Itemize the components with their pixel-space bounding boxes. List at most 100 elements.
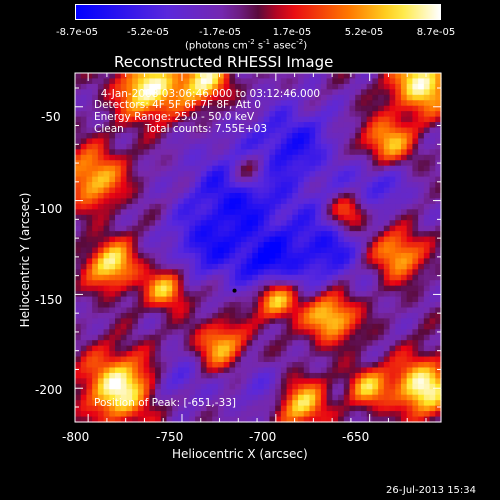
- heatmap-cell: [172, 252, 179, 259]
- heatmap-cell: [229, 345, 236, 352]
- heatmap-cell: [92, 132, 99, 140]
- heatmap-cell: [263, 231, 271, 238]
- heatmap-cell: [223, 351, 231, 358]
- heatmap-cell: [298, 116, 305, 123]
- heatmap-cell: [137, 192, 145, 200]
- heatmap-cell: [217, 160, 225, 167]
- heatmap-cell: [217, 149, 225, 156]
- heatmap-cell: [280, 296, 288, 303]
- heatmap-cell: [269, 345, 276, 352]
- heatmap-cell: [166, 116, 173, 123]
- heatmap-cell: [246, 138, 253, 145]
- heatmap-cell: [143, 247, 150, 254]
- heatmap-cell: [252, 247, 259, 254]
- heatmap-cell: [212, 383, 219, 390]
- heatmap-cell: [149, 345, 156, 352]
- heatmap-cell: [189, 73, 196, 80]
- heatmap-cell: [109, 83, 116, 90]
- heatmap-cell: [206, 138, 213, 145]
- heatmap-cell: [412, 154, 419, 161]
- heatmap-cell: [177, 405, 185, 412]
- heatmap-cell: [326, 111, 333, 118]
- heatmap-cell: [235, 83, 242, 90]
- heatmap-cell: [189, 329, 196, 336]
- heatmap-cell: [298, 247, 305, 254]
- heatmap-cell: [326, 94, 333, 101]
- heatmap-cell: [275, 400, 282, 407]
- heatmap-cell: [309, 383, 316, 390]
- heatmap-cell: [246, 220, 253, 227]
- heatmap-cell: [200, 302, 208, 309]
- heatmap-cell: [400, 100, 408, 107]
- heatmap-cell: [383, 318, 391, 325]
- heatmap-cell: [189, 247, 196, 254]
- heatmap-cell: [229, 291, 236, 298]
- heatmap-cell: [338, 274, 345, 281]
- heatmap-cell: [252, 73, 259, 80]
- heatmap-cell: [160, 73, 168, 80]
- heatmap-cell: [435, 198, 442, 205]
- heatmap-cell: [132, 209, 139, 216]
- heatmap-cell: [200, 231, 208, 238]
- heatmap-cell: [240, 383, 248, 390]
- heatmap-cell: [80, 220, 88, 227]
- heatmap-cell: [286, 160, 293, 167]
- heatmap-cell: [309, 187, 316, 194]
- heatmap-cell: [126, 143, 133, 150]
- heatmap-cell: [92, 400, 99, 407]
- heatmap-cell: [269, 127, 276, 134]
- heatmap-cell: [395, 367, 402, 374]
- heatmap-cell: [355, 291, 362, 298]
- heatmap-cell: [92, 367, 99, 374]
- heatmap-cell: [315, 247, 322, 254]
- heatmap-cell: [229, 258, 236, 265]
- heatmap-cell: [326, 394, 333, 401]
- heatmap-cell: [326, 345, 333, 352]
- heatmap-cell: [258, 236, 265, 243]
- heatmap-cell: [126, 405, 133, 412]
- heatmap-cell: [217, 252, 225, 259]
- heatmap-cell: [338, 165, 345, 172]
- heatmap-cell: [177, 220, 185, 227]
- heatmap-cell: [412, 411, 419, 418]
- heatmap-cell: [252, 416, 259, 423]
- heatmap-cell: [160, 334, 168, 341]
- heatmap-cell: [177, 154, 185, 161]
- heatmap-cell: [166, 394, 173, 401]
- heatmap-cell: [389, 116, 396, 123]
- heatmap-cell: [400, 89, 408, 96]
- heatmap-cell: [406, 274, 414, 281]
- heatmap-cell: [378, 242, 385, 249]
- heatmap-cell: [400, 411, 408, 418]
- heatmap-cell: [320, 383, 328, 390]
- heatmap-cell: [132, 198, 139, 205]
- heatmap-cell: [269, 400, 276, 407]
- heatmap-cell: [418, 187, 425, 194]
- heatmap-cell: [160, 274, 168, 281]
- heatmap-cell: [103, 280, 110, 287]
- heatmap-cell: [412, 242, 419, 249]
- heatmap-cell: [406, 187, 414, 194]
- heatmap-cell: [109, 220, 116, 227]
- heatmap-cell: [149, 269, 156, 276]
- heatmap-cell: [97, 89, 105, 96]
- heatmap-cell: [109, 203, 116, 210]
- heatmap-cell: [195, 274, 202, 281]
- heatmap-cell: [252, 100, 259, 107]
- heatmap-cell: [429, 122, 436, 129]
- heatmap-cell: [172, 160, 179, 167]
- heatmap-cell: [389, 73, 396, 80]
- heatmap-cell: [275, 122, 282, 129]
- heatmap-cell: [212, 83, 219, 90]
- heatmap-cell: [258, 132, 265, 140]
- heatmap-cell: [400, 378, 408, 385]
- heatmap-cell: [389, 302, 396, 309]
- heatmap-cell: [378, 340, 385, 347]
- heatmap-cell: [412, 269, 419, 276]
- heatmap-cell: [143, 94, 150, 101]
- heatmap-cell: [195, 411, 202, 418]
- heatmap-cell: [103, 318, 110, 325]
- heatmap-cell: [212, 220, 219, 227]
- heatmap-cell: [286, 351, 293, 358]
- heatmap-cell: [155, 111, 162, 118]
